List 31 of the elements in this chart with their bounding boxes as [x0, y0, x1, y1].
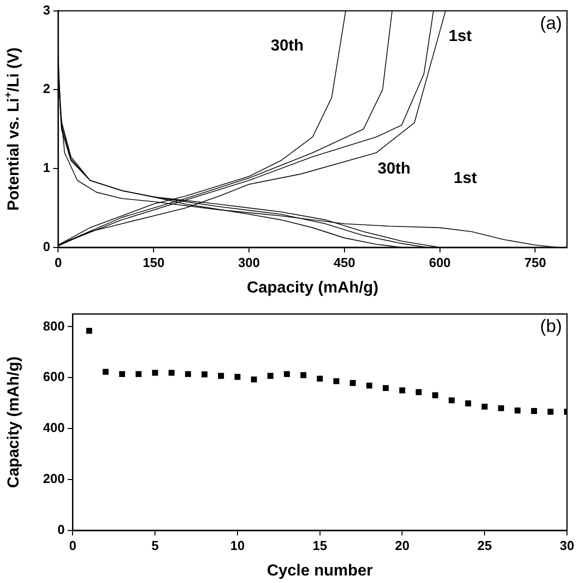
- x-tick-label: 300: [238, 254, 260, 270]
- y-axis-title: Capacity (mAh/g): [5, 356, 22, 488]
- x-tick-label: 10: [230, 538, 245, 553]
- y-tick-label: 3: [42, 2, 50, 18]
- x-tick-label: 5: [151, 538, 159, 553]
- x-tick-label: 30: [560, 538, 574, 553]
- annotation: 30th: [270, 38, 304, 55]
- x-tick-label: 20: [394, 538, 410, 553]
- x-axis-title: Cycle number: [266, 562, 373, 580]
- y-tick-label: 400: [42, 420, 65, 436]
- annotation: 30th: [378, 160, 410, 178]
- x-tick-label: 25: [477, 538, 492, 553]
- y-tick-label: 600: [42, 369, 65, 384]
- x-tick-label: 600: [428, 254, 451, 270]
- x-tick-label: 450: [334, 254, 356, 270]
- y-tick-label: 200: [42, 471, 65, 486]
- y-tick-label: 800: [42, 318, 65, 334]
- annotation: (b): [540, 316, 562, 336]
- y-axis-title: Potential vs. Li+/Li (V): [3, 47, 22, 211]
- x-tick-label: 0: [69, 538, 76, 553]
- x-tick-label: 750: [524, 254, 546, 270]
- x-axis-title: Capacity (mAh/g): [246, 279, 378, 296]
- x-tick-label: 15: [312, 538, 328, 553]
- x-tick-label: 150: [142, 254, 164, 270]
- annotation: (a): [540, 12, 562, 33]
- y-tick-label: 1: [42, 160, 50, 176]
- y-tick-label: 0: [57, 522, 65, 537]
- annotation: 1st: [454, 170, 478, 188]
- y-tick-label: 2: [42, 81, 50, 96]
- y-tick-label: 0: [42, 238, 50, 254]
- annotation: 1st: [448, 28, 472, 46]
